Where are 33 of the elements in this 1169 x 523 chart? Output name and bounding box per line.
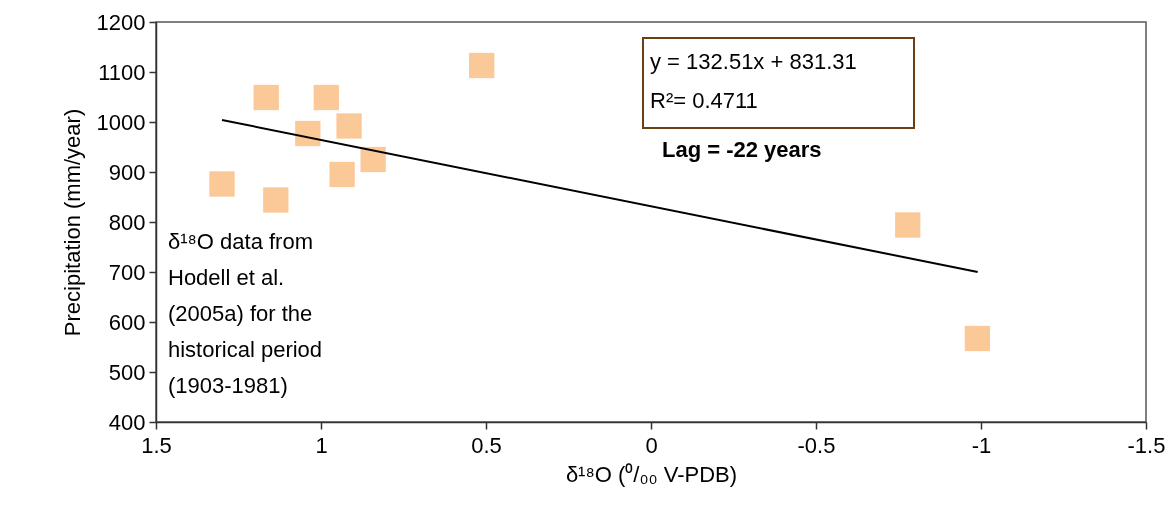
point xyxy=(329,161,355,188)
point xyxy=(360,146,386,173)
point xyxy=(336,113,362,139)
annotation: y = 132.51x + 831.31 xyxy=(650,49,857,74)
y-tick-label: 1100 xyxy=(98,59,146,85)
annotation: Lag = -22 years xyxy=(662,137,822,162)
point xyxy=(209,171,235,197)
y-tick-label: 400 xyxy=(108,409,146,435)
x-tick-label: 0 xyxy=(645,432,658,458)
annotation: δ¹⁸O data from Hodell et al. (2005a) for the historical period (1903-1981) xyxy=(168,229,323,398)
point xyxy=(253,84,279,111)
x-tick-label: -1 xyxy=(971,432,992,458)
point xyxy=(295,120,321,147)
x-tick-label: 1.5 xyxy=(141,432,172,458)
y-tick-label: 800 xyxy=(108,209,146,235)
point xyxy=(964,325,991,352)
y-axis-title: Precipitation (mm/year) xyxy=(59,108,85,337)
y-tick-label: 600 xyxy=(108,309,146,335)
x-tick-label: 1 xyxy=(315,432,328,458)
y-tick-label: 700 xyxy=(108,259,146,285)
point xyxy=(895,212,921,238)
point xyxy=(469,52,495,79)
x-tick-label: -0.5 xyxy=(797,432,836,458)
y-tick-label: 500 xyxy=(108,359,146,385)
y-tick-label: 1000 xyxy=(96,109,146,135)
x-tick-label: 0.5 xyxy=(471,432,502,458)
x-tick-label: -1.5 xyxy=(1127,432,1166,458)
y-tick-label: 1200 xyxy=(96,9,146,35)
y-tick-label: 900 xyxy=(108,159,146,185)
point xyxy=(263,187,289,213)
annotation: R²= 0.4711 xyxy=(650,88,758,113)
x-axis-title: δ¹⁸O (⁰/₀₀ V-PDB) xyxy=(565,461,738,487)
point xyxy=(313,84,339,111)
